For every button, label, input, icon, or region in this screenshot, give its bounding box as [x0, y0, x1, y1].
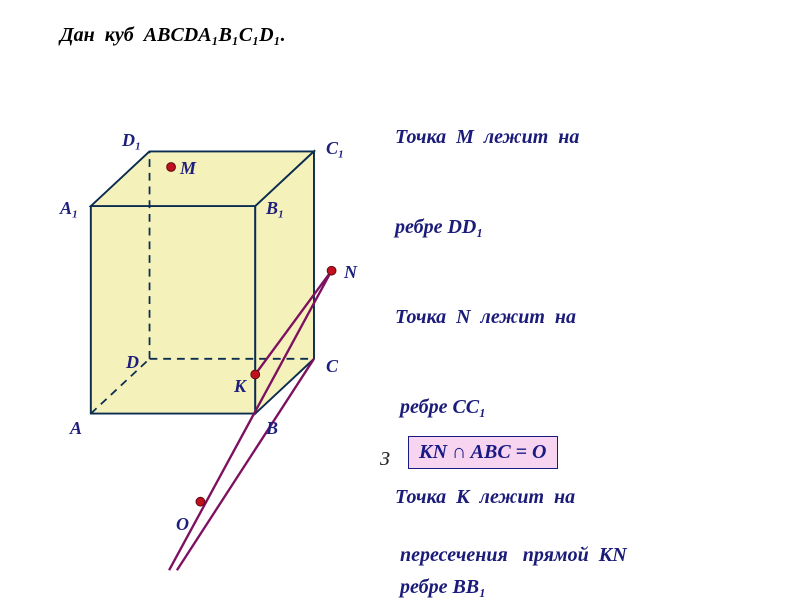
formula-box: КN ∩ ABC = O — [408, 436, 558, 469]
right-line-2: Точка N лежит на — [395, 302, 579, 332]
point-o — [196, 497, 205, 506]
label-c1: C₁ — [326, 138, 344, 159]
lower-text-block: пересечения прямой КN и плоскости АВС. — [400, 480, 627, 600]
point-n — [327, 266, 336, 275]
label-c: C — [326, 356, 338, 377]
point-k — [251, 370, 260, 379]
cube-diagram — [50, 120, 390, 580]
point-m — [167, 163, 176, 172]
label-b: B — [266, 418, 278, 439]
slide-root: Дан куб ABCDA₁B₁C₁D₁. Точка М лежит на р… — [0, 0, 800, 600]
right-line-0: Точка М лежит на — [395, 122, 579, 152]
label-m: М — [180, 158, 196, 179]
lower-line-0: пересечения прямой КN — [400, 540, 627, 570]
right-line-3: ребре CC₁ — [395, 392, 579, 422]
label-b1: B₁ — [266, 198, 284, 219]
label-n: N — [344, 262, 357, 283]
label-a: A — [70, 418, 82, 439]
label-d: D — [126, 352, 139, 373]
label-o: О — [176, 514, 189, 535]
z-letter: З — [380, 448, 390, 471]
label-k: К — [234, 376, 246, 397]
label-d1: D₁ — [122, 130, 141, 151]
label-a1: A₁ — [60, 198, 78, 219]
heading-text: Дан куб ABCDA₁B₁C₁D₁. — [60, 24, 286, 47]
right-line-1: ребре DD₁ — [395, 212, 579, 242]
face-front — [91, 206, 255, 413]
